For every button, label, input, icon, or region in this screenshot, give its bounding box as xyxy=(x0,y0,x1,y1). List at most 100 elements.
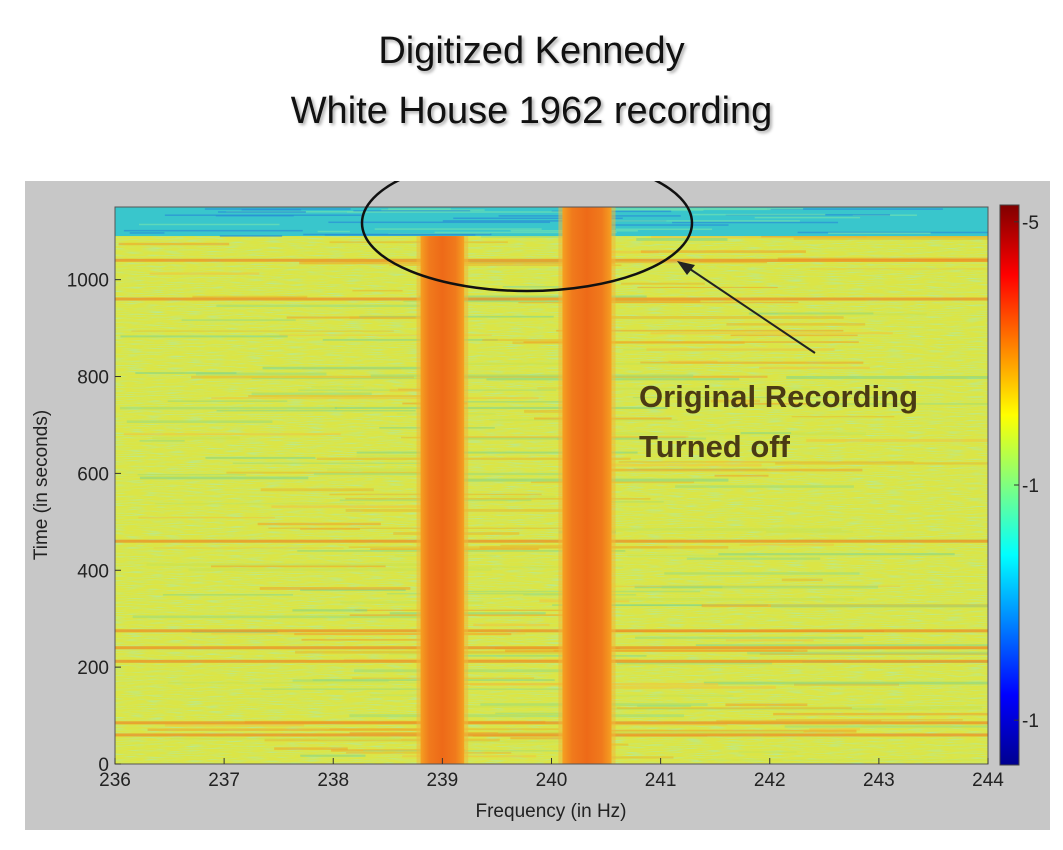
spectral-streak xyxy=(167,682,457,684)
spectral-streak xyxy=(386,593,587,595)
spectral-streak xyxy=(566,694,734,697)
spectral-streak xyxy=(149,272,260,275)
spectral-streak xyxy=(716,719,882,722)
spectral-streak xyxy=(415,705,621,708)
off-streak xyxy=(374,228,542,230)
spectral-streak xyxy=(216,304,420,308)
spectral-streak xyxy=(518,301,799,304)
spectral-streak xyxy=(271,505,456,508)
spectral-streak xyxy=(661,585,879,589)
annotation-arrow-head xyxy=(677,261,695,275)
off-streak xyxy=(434,231,617,234)
spectral-streak xyxy=(561,598,854,601)
spectral-streak xyxy=(232,462,453,464)
spectral-streak xyxy=(119,406,337,410)
spectral-streak xyxy=(251,378,558,380)
spectral-streak xyxy=(317,737,401,741)
spectral-streak xyxy=(714,474,769,477)
spectral-streak xyxy=(120,335,288,338)
annotation-line2: Turned off xyxy=(639,429,791,464)
x-tick-label: 243 xyxy=(863,770,895,791)
off-streak xyxy=(388,208,451,210)
y-tick-label: 1000 xyxy=(67,271,109,292)
off-streak xyxy=(453,217,623,220)
off-streak xyxy=(672,221,839,224)
spectral-streak xyxy=(500,544,566,547)
colorbar-ticks: -5 -1 -1 xyxy=(1014,213,1039,732)
spectral-streak xyxy=(765,706,982,710)
spectral-streak xyxy=(418,295,647,298)
spectral-streak xyxy=(292,679,389,682)
x-tick-label: 238 xyxy=(317,770,349,791)
off-streak xyxy=(219,235,283,237)
spectral-streak xyxy=(431,362,672,365)
x-tick-label: 240 xyxy=(536,770,568,791)
spectral-streak xyxy=(606,262,768,264)
spectral-streak xyxy=(345,509,606,512)
off-streak xyxy=(317,230,350,233)
spectral-streak xyxy=(191,375,414,379)
spectral-streak xyxy=(126,420,273,423)
colorbar-tick-label: -5 xyxy=(1022,213,1039,234)
horizontal-line xyxy=(115,646,988,650)
off-streak xyxy=(215,214,294,217)
spectral-streak xyxy=(311,386,364,388)
spectral-streak xyxy=(248,395,444,398)
spectral-streak xyxy=(640,250,806,253)
spectral-streak xyxy=(603,463,762,467)
off-streak xyxy=(346,211,563,213)
spectral-streak xyxy=(747,651,988,655)
y-tick-label: 200 xyxy=(77,658,109,679)
spectral-streak xyxy=(635,636,864,639)
spectral-streak xyxy=(705,461,760,463)
spectral-streak xyxy=(604,501,664,503)
spectral-streak xyxy=(770,604,988,608)
colorbar-tick-label: -1 xyxy=(1022,711,1039,732)
spectral-streak xyxy=(432,300,609,303)
spectral-streak xyxy=(348,546,668,548)
spectral-streak xyxy=(210,564,386,568)
spectral-streak xyxy=(274,747,348,750)
off-streak xyxy=(123,229,303,232)
spectral-streak xyxy=(300,588,406,592)
spectral-streak xyxy=(316,457,631,460)
spectral-streak xyxy=(452,401,568,403)
horizontal-line xyxy=(115,733,988,737)
spectral-streak xyxy=(773,712,988,716)
off-streak xyxy=(204,208,351,210)
spectral-streak xyxy=(195,372,327,376)
spectral-streak xyxy=(781,578,823,582)
tone-band xyxy=(420,236,465,764)
spectral-streak xyxy=(153,547,344,549)
spectral-streak xyxy=(637,286,778,289)
x-tick-label: 237 xyxy=(208,770,240,791)
spectral-streak xyxy=(618,461,914,463)
spectral-streak xyxy=(118,242,230,246)
spectral-streak xyxy=(211,397,539,400)
spectral-streak xyxy=(135,372,237,374)
off-streak xyxy=(139,223,280,226)
spectral-streak xyxy=(574,686,776,689)
spectral-streak xyxy=(809,728,860,731)
spectral-streak xyxy=(262,366,450,370)
spectrogram-chart: 236 237 238 239 240 241 242 243 244 0 200 400 600 80… xyxy=(31,181,1039,822)
spectral-streak xyxy=(345,497,651,500)
spectral-streak xyxy=(257,522,381,526)
spectral-streak xyxy=(725,639,814,642)
spectral-streak xyxy=(402,755,537,758)
off-streak xyxy=(328,221,551,224)
spectral-streak xyxy=(651,235,867,239)
horizontal-line xyxy=(115,659,988,663)
spectral-streak xyxy=(356,454,459,458)
spectral-streak xyxy=(587,316,844,319)
spectral-streak xyxy=(553,649,794,652)
spectral-streak xyxy=(164,724,305,727)
spectral-streak xyxy=(490,495,556,498)
x-axis-ticks: 236 237 238 239 240 241 242 243 244 xyxy=(99,758,1004,791)
y-tick-label: 0 xyxy=(98,755,109,776)
x-tick-label: 244 xyxy=(972,770,1004,791)
off-streak xyxy=(442,220,667,222)
spectral-streak xyxy=(370,694,430,697)
x-tick-label: 241 xyxy=(645,770,677,791)
spectral-streak xyxy=(739,543,834,546)
